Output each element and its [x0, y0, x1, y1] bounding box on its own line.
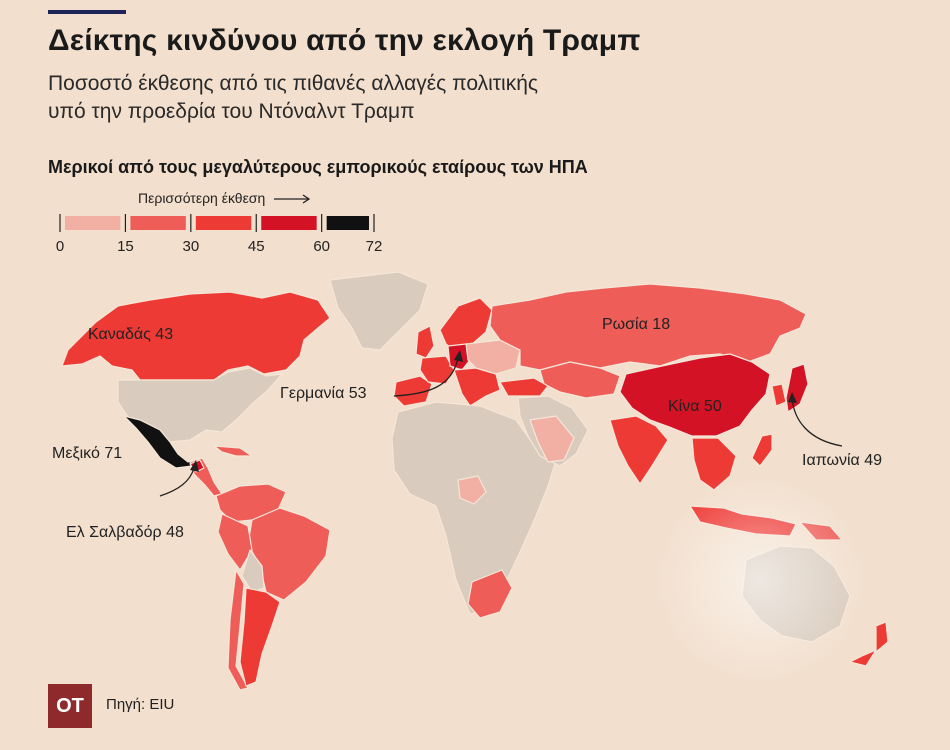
arrow-icon	[190, 460, 199, 472]
legend-tick: 45	[247, 238, 265, 255]
publisher-logo: OT	[48, 684, 92, 728]
uk-ireland	[415, 325, 435, 359]
legend-bin	[195, 216, 252, 230]
arrow-icon	[454, 350, 463, 362]
taiwan-philippines	[751, 433, 773, 467]
chart-subtitle: Ποσοστό έκθεσης από τις πιθανές αλλαγές …	[48, 70, 688, 126]
germany-leader-line	[393, 357, 459, 397]
legend-tick: 15	[117, 238, 134, 255]
legend-scale	[59, 214, 375, 232]
legend-bin	[261, 216, 317, 230]
world-map-svg	[61, 271, 889, 691]
el-salvador-leader-line	[159, 467, 195, 497]
subtitle-line-1: Ποσοστό έκθεσης από τις πιθανές αλλαγές …	[48, 72, 539, 95]
kazakhstan	[539, 361, 621, 399]
peru	[217, 513, 253, 571]
chile	[227, 569, 249, 691]
turkey	[499, 377, 549, 397]
label-china: Κίνα 50	[668, 398, 722, 415]
japan-leader-line	[791, 397, 843, 447]
greenland	[329, 271, 429, 351]
nigeria	[457, 475, 487, 505]
label-japan: Ιαπωνία 49	[802, 452, 883, 469]
legend-bin	[65, 216, 121, 230]
south-africa	[467, 569, 513, 619]
new-zealand-south	[849, 649, 877, 667]
caribbean	[213, 445, 253, 457]
korea	[771, 383, 787, 407]
country-canada	[61, 291, 331, 381]
legend-tick: 30	[182, 238, 200, 255]
legend-tick: 72	[365, 238, 383, 255]
argentina	[239, 587, 281, 687]
chart-title: Δείκτης κινδύνου από την εκλογή Τραμπ	[48, 24, 641, 57]
legend-bin	[130, 216, 186, 230]
section-heading: Μερικοί από τους μεγαλύτερους εμπορικούς…	[48, 157, 588, 177]
legend-tick: 0	[55, 238, 65, 255]
arrow-icon	[788, 392, 797, 403]
france	[419, 355, 455, 385]
country-mexico	[123, 415, 199, 469]
arrow-right-icon	[274, 194, 311, 204]
legend: Περισσότερη έκθεση 0 15 30 45 60 72	[50, 188, 390, 260]
label-canada: Καναδάς 43	[88, 326, 174, 343]
title-rule	[48, 10, 126, 14]
country-japan	[785, 363, 809, 413]
legend-bin	[326, 216, 369, 230]
saudi-arabia	[529, 415, 575, 463]
subtitle-line-2: υπό την προεδρία του Ντόναλντ Τραμπ	[48, 100, 415, 123]
label-mexico: Μεξικό 71	[52, 445, 123, 462]
legend-caption: Περισσότερη έκθεση	[138, 190, 266, 206]
world-map: Καναδάς 43 Ρωσία 18 Γερμανία 53 Κίνα 50 …	[0, 270, 950, 750]
legend-tick: 60	[313, 238, 330, 255]
label-germany: Γερμανία 53	[280, 385, 367, 402]
new-zealand	[875, 621, 889, 653]
label-el-salvador: Ελ Σαλβαδόρ 48	[66, 524, 184, 541]
source-note: Πηγή: EIU	[106, 696, 175, 713]
india	[609, 415, 669, 485]
highlight-glow	[650, 470, 870, 690]
label-russia: Ρωσία 18	[602, 316, 671, 333]
country-china	[619, 353, 771, 437]
